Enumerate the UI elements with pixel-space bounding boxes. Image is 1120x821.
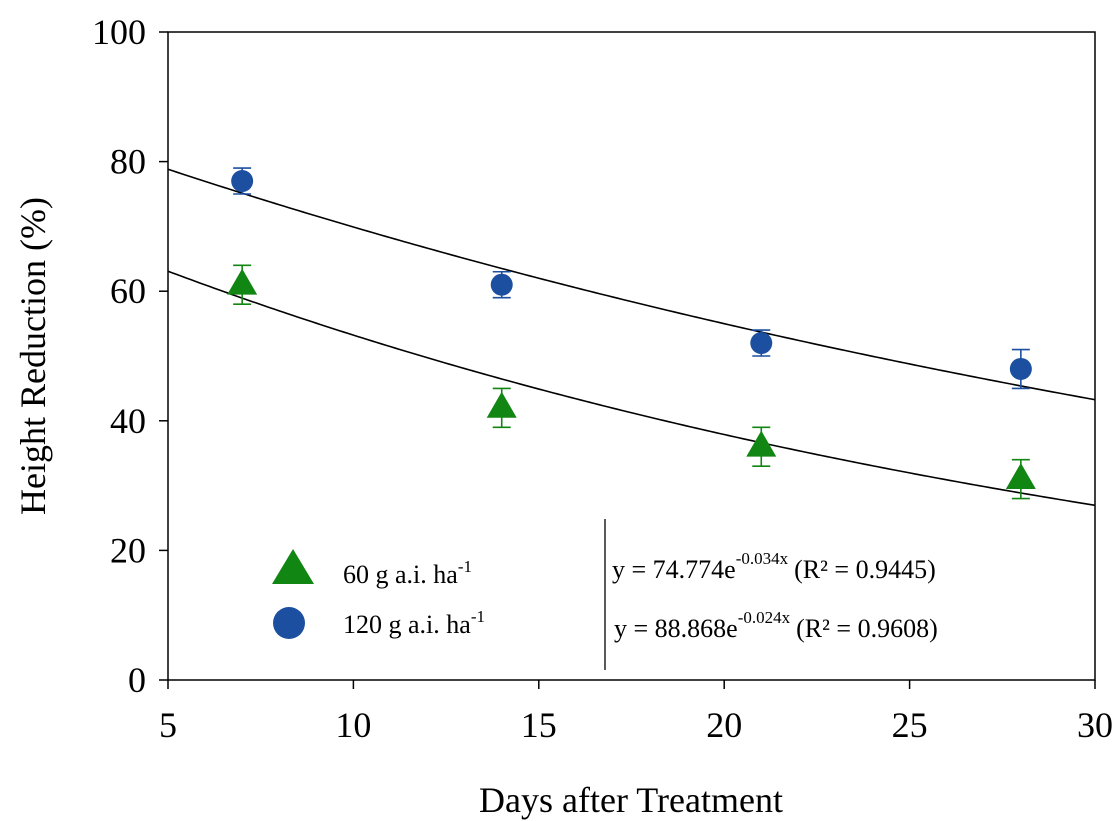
legend-marker-120g <box>273 607 305 639</box>
data-point-circle <box>231 170 254 193</box>
data-point-triangle <box>227 268 258 295</box>
data-point-circle <box>490 273 513 296</box>
legend-label-60g-base: 60 g a.i. ha <box>343 560 458 589</box>
x-tick-label: 20 <box>706 705 742 745</box>
equation-120g-r2: (R² = 0.9608) <box>796 614 938 643</box>
data-markers <box>227 170 1036 489</box>
error-bars <box>233 167 1030 500</box>
equation-60g: y = 74.774e-0.034x (R² = 0.9445) <box>612 549 936 584</box>
plot-frame <box>167 31 1096 681</box>
x-tick-label: 25 <box>892 705 928 745</box>
x-tick-label: 5 <box>159 705 177 745</box>
legend: 60 g a.i. ha-1 120 g a.i. ha-1 <box>272 549 485 639</box>
y-tick-label: 0 <box>128 660 146 700</box>
equation-60g-exponent: -0.034x <box>736 549 789 568</box>
legend-label-120g-sup: -1 <box>471 607 485 626</box>
data-point-triangle <box>746 430 777 457</box>
data-point-circle <box>750 332 773 355</box>
equation-120g-exponent: -0.024x <box>738 608 791 627</box>
equation-60g-base: y = 74.774e <box>612 555 736 584</box>
x-tick-label: 10 <box>335 705 371 745</box>
x-axis-title: Days after Treatment <box>479 780 783 820</box>
equation-120g: y = 88.868e-0.024x (R² = 0.9608) <box>614 608 938 643</box>
fit-curves <box>167 168 1096 507</box>
equation-120g-base: y = 88.868e <box>614 614 738 643</box>
fit-curve-0 <box>167 270 1096 507</box>
y-tick-label: 80 <box>110 142 146 182</box>
fit-equations: y = 74.774e-0.034x (R² = 0.9445) y = 88.8… <box>604 519 938 670</box>
equation-60g-r2: (R² = 0.9445) <box>794 555 936 584</box>
data-point-triangle <box>1005 463 1036 489</box>
axes: 5 10 15 20 25 30 0 20 40 60 80 100 <box>92 12 1113 745</box>
y-tick-label: 100 <box>92 12 146 52</box>
legend-label-120g-base: 120 g a.i. ha <box>343 610 471 639</box>
fit-curve-1 <box>167 168 1096 401</box>
x-tick-label: 15 <box>521 705 557 745</box>
legend-label-60g: 60 g a.i. ha-1 <box>343 557 472 589</box>
y-axis-title: Height Reduction (%) <box>13 197 53 515</box>
data-point-triangle <box>486 391 517 418</box>
y-tick-label: 20 <box>110 530 146 570</box>
y-tick-label: 60 <box>110 271 146 311</box>
legend-label-60g-sup: -1 <box>458 557 472 576</box>
legend-label-120g: 120 g a.i. ha-1 <box>343 607 485 639</box>
x-tick-label: 30 <box>1077 705 1113 745</box>
legend-marker-60g <box>272 549 314 584</box>
data-point-circle <box>1009 357 1032 380</box>
y-tick-label: 40 <box>110 401 146 441</box>
